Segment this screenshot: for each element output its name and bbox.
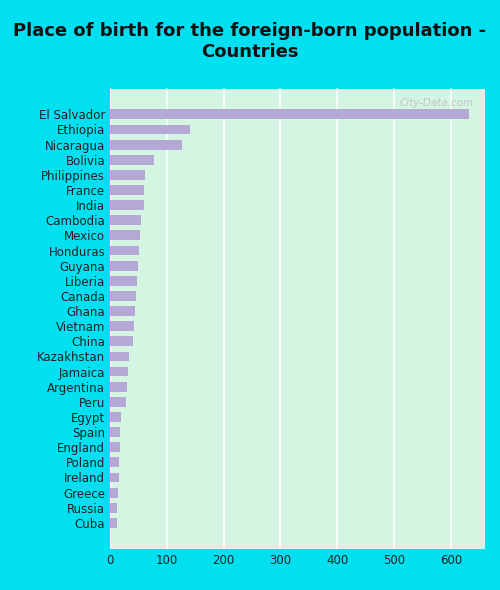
Bar <box>110 366 128 376</box>
Bar <box>110 336 132 346</box>
Bar <box>110 231 140 240</box>
Bar <box>110 427 120 437</box>
Bar <box>110 473 118 483</box>
Bar <box>110 291 136 301</box>
Bar <box>110 382 127 392</box>
Bar <box>110 412 122 422</box>
Bar <box>110 124 190 135</box>
Bar <box>110 200 144 210</box>
Bar <box>110 352 129 361</box>
Bar <box>110 488 118 497</box>
Bar <box>110 170 145 180</box>
Bar <box>110 518 117 528</box>
Bar <box>110 140 182 149</box>
Bar <box>110 109 469 119</box>
Bar <box>110 442 120 452</box>
Text: City-Data.com: City-Data.com <box>400 98 474 108</box>
Bar <box>110 306 135 316</box>
Text: Place of birth for the foreign-born population -
Countries: Place of birth for the foreign-born popu… <box>14 22 486 61</box>
Bar <box>110 276 136 286</box>
Bar <box>110 321 134 331</box>
Bar <box>110 397 126 407</box>
Bar <box>110 185 144 195</box>
Bar <box>110 261 138 271</box>
Bar <box>110 215 142 225</box>
Bar <box>110 503 118 513</box>
Bar <box>110 457 119 467</box>
Bar <box>110 155 154 165</box>
Bar <box>110 245 139 255</box>
